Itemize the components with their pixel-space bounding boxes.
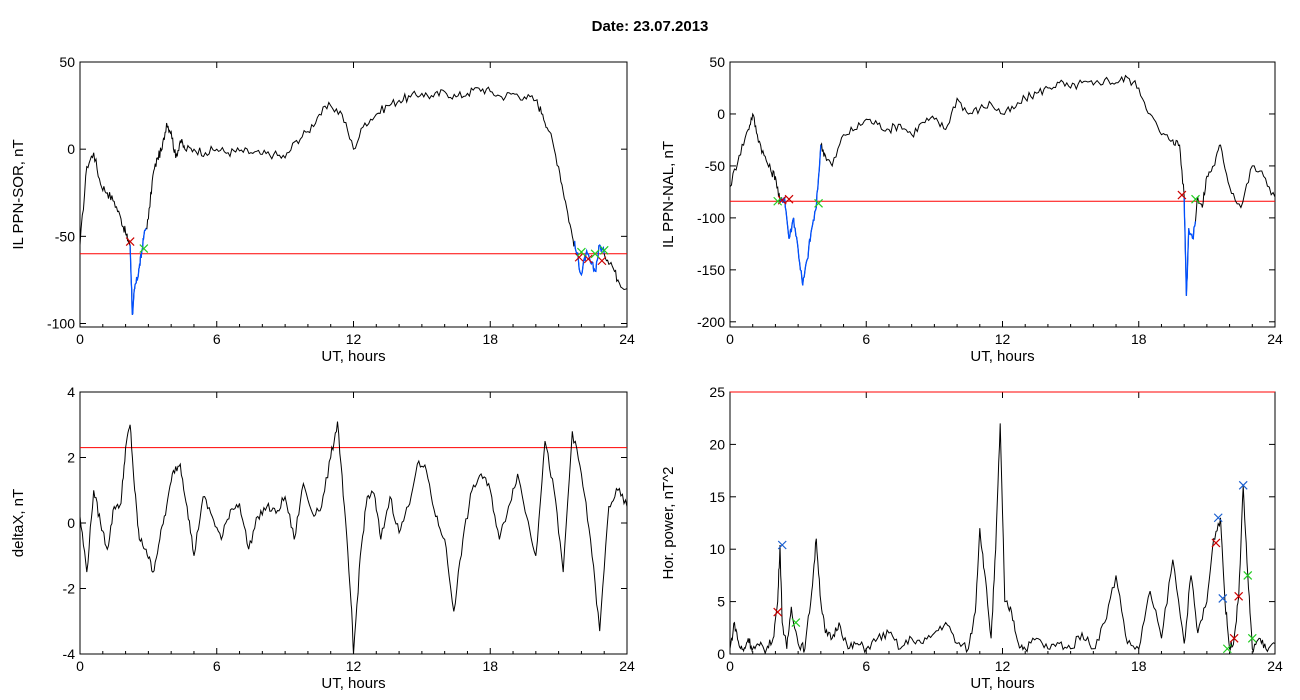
series-line — [730, 74, 1275, 296]
chart-sor: 0 6 12 18 24 50 0 -50 -100 UT, hours IL PPN-SOR, n… — [10, 54, 635, 365]
y-tick-label: -2 — [63, 581, 76, 597]
x-axis-label: UT, hours — [970, 675, 1034, 692]
y-tick-label: -50 — [55, 228, 75, 244]
series-line — [80, 86, 627, 315]
y-tick-label: 25 — [709, 384, 725, 400]
x-tick-label: 24 — [1267, 658, 1283, 674]
x-tick-label: 0 — [726, 658, 734, 674]
marker-red — [125, 237, 135, 246]
series-line — [80, 421, 627, 654]
x-tick-label: 12 — [346, 658, 362, 674]
x-tick-label: 0 — [76, 658, 84, 674]
x-tick-label: 24 — [619, 331, 635, 347]
y-tick-label: 2 — [67, 450, 75, 466]
x-tick-label: 0 — [76, 331, 84, 347]
y-axis-label: deltaX, nT — [10, 489, 27, 557]
y-tick-label: 4 — [67, 384, 75, 400]
y-tick-label: 50 — [709, 54, 725, 70]
marker-red — [1234, 591, 1244, 601]
y-tick-label: -50 — [705, 158, 725, 174]
x-tick-label: 12 — [346, 331, 362, 347]
y-tick-label: 20 — [709, 436, 725, 452]
marker-red — [1229, 633, 1239, 643]
marker-green — [1243, 570, 1253, 580]
x-tick-label: 18 — [1131, 658, 1147, 674]
marker-blue — [1218, 594, 1228, 603]
y-tick-label: -100 — [47, 316, 75, 332]
x-axis-label: UT, hours — [321, 675, 385, 692]
y-axis-label: IL PPN-SOR, nT — [10, 139, 27, 249]
marker-blue — [1213, 513, 1223, 523]
marker-green — [1222, 644, 1232, 654]
marker-red — [784, 194, 794, 204]
y-tick-label: -4 — [63, 646, 76, 662]
marker-green — [576, 247, 586, 257]
x-tick-label: 6 — [213, 331, 221, 347]
chart-power: 0 6 12 18 24 25 20 15 10 5 0 UT, hours Hor. power, n… — [660, 384, 1283, 692]
y-tick-label: 5 — [717, 594, 725, 610]
x-axis-label: UT, hours — [321, 348, 385, 365]
x-tick-label: 0 — [726, 331, 734, 347]
marker-blue — [777, 540, 787, 550]
x-tick-label: 18 — [1131, 331, 1147, 347]
plot-frame — [79, 61, 628, 328]
event-segment — [129, 228, 147, 315]
y-tick-label: -150 — [697, 262, 725, 278]
x-axis-label: UT, hours — [970, 348, 1034, 365]
y-axis-label: Hor. power, nT^2 — [660, 467, 677, 580]
y-tick-label: 50 — [59, 54, 75, 70]
x-tick-label: 6 — [862, 331, 870, 347]
marker-green — [1247, 633, 1257, 643]
x-tick-label: 18 — [482, 658, 498, 674]
marker-green — [599, 245, 609, 255]
marker-red — [1177, 190, 1187, 200]
page-title: Date: 23.07.2013 — [591, 18, 709, 35]
x-tick-label: 12 — [995, 658, 1011, 674]
series-line — [730, 423, 1275, 654]
y-tick-label: 15 — [709, 489, 725, 505]
x-tick-label: 6 — [213, 658, 221, 674]
y-tick-label: 0 — [67, 515, 75, 531]
chart-deltax: 0 6 12 18 24 4 2 0 -2 -4 UT, hours deltaX, nT — [10, 384, 635, 692]
marker-red — [583, 254, 593, 264]
marker-red — [773, 607, 783, 617]
x-tick-label: 18 — [482, 331, 498, 347]
marker-red — [1211, 538, 1221, 548]
marker-green — [590, 249, 600, 259]
y-tick-label: 0 — [717, 646, 725, 662]
y-tick-label: 0 — [67, 141, 75, 157]
x-tick-label: 24 — [619, 658, 635, 674]
y-tick-label: 0 — [717, 106, 725, 122]
y-axis-label: IL PPN-NAL, nT — [660, 141, 677, 248]
y-tick-label: -200 — [697, 314, 725, 330]
marker-blue — [1238, 480, 1248, 490]
x-tick-label: 24 — [1267, 331, 1283, 347]
event-segment — [779, 145, 822, 286]
plot-frame — [729, 61, 1276, 328]
y-tick-label: -100 — [697, 210, 725, 226]
marker-green — [139, 244, 149, 253]
chart-nal: 0 6 12 18 24 50 0 -50 -100 -150 -200 UT, hours IL PP… — [660, 54, 1283, 365]
y-tick-label: 10 — [709, 541, 725, 557]
marker-green — [814, 198, 823, 208]
marker-red — [597, 256, 607, 266]
marker-green — [1191, 194, 1200, 204]
plot-frame — [79, 391, 628, 655]
x-tick-label: 6 — [862, 658, 870, 674]
marker-green — [773, 196, 783, 206]
marker-green — [791, 618, 801, 627]
event-segment — [1183, 197, 1197, 296]
x-tick-label: 12 — [995, 331, 1011, 347]
marker-red — [574, 252, 584, 262]
